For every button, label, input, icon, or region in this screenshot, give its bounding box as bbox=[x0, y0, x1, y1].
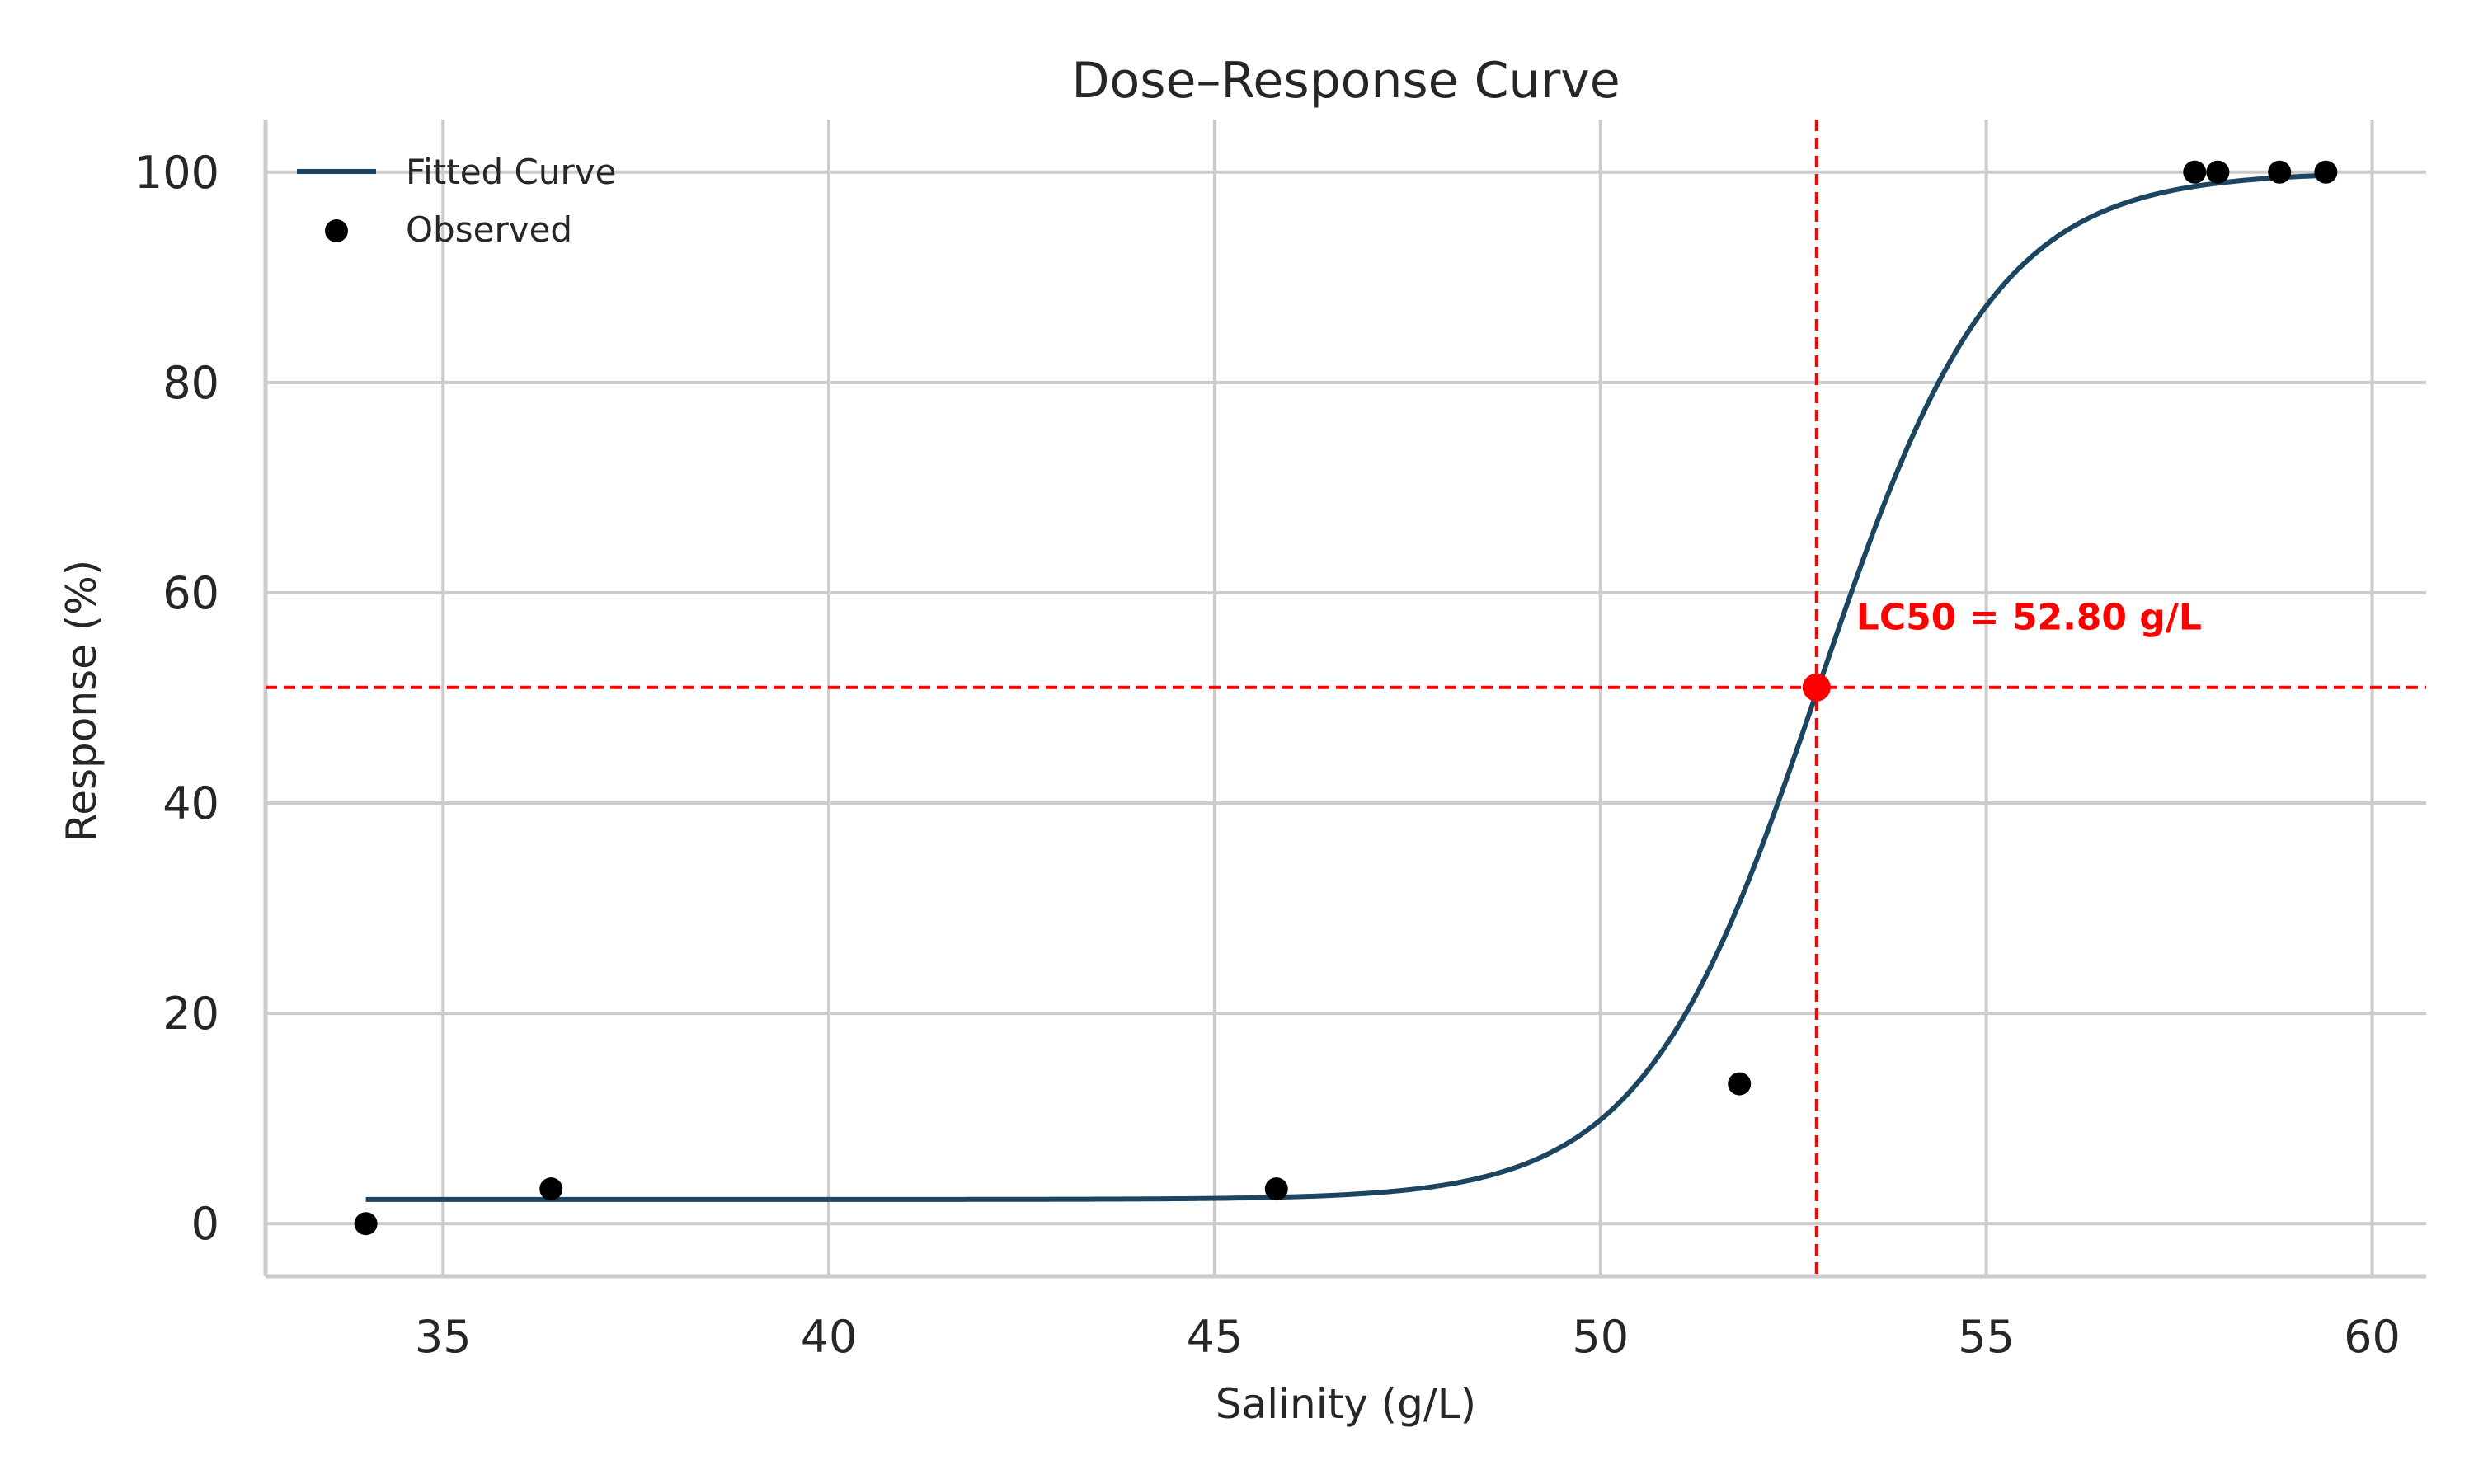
observed-points-layer bbox=[354, 160, 2338, 1236]
y-tick-label: 80 bbox=[162, 357, 219, 409]
fitted-curve-layer bbox=[365, 172, 2326, 1202]
y-tick-label: 0 bbox=[191, 1198, 219, 1250]
observed-point bbox=[2314, 160, 2338, 184]
tick-labels: 35 40 45 50 55 60 0 20 40 60 80 100 bbox=[134, 147, 2401, 1363]
lc50-reference-lines bbox=[266, 120, 2426, 1276]
x-tick-label: 45 bbox=[1187, 1311, 1244, 1363]
chart-title: Dose–Response Curve bbox=[1071, 52, 1620, 110]
y-tick-label: 60 bbox=[162, 567, 219, 619]
observed-point bbox=[1728, 1072, 1752, 1096]
observed-point bbox=[2268, 160, 2292, 184]
legend-observed-swatch bbox=[325, 219, 348, 242]
y-tick-label: 100 bbox=[134, 147, 219, 199]
x-tick-label: 50 bbox=[1572, 1311, 1629, 1363]
observed-point bbox=[354, 1212, 378, 1236]
lc50-annotation: LC50 = 52.80 g/L bbox=[1856, 597, 2202, 639]
y-tick-label: 40 bbox=[162, 777, 219, 829]
observed-point bbox=[2183, 160, 2207, 184]
x-tick-label: 40 bbox=[801, 1311, 858, 1363]
legend: Fitted Curve Observed bbox=[297, 152, 616, 250]
x-axis-label: Salinity (g/L) bbox=[1216, 1380, 1476, 1428]
observed-point bbox=[2206, 160, 2230, 184]
observed-point bbox=[1264, 1177, 1288, 1201]
y-tick-label: 20 bbox=[162, 988, 219, 1040]
x-tick-label: 35 bbox=[415, 1311, 472, 1363]
legend-fitted-curve-label: Fitted Curve bbox=[406, 152, 616, 192]
legend-observed-label: Observed bbox=[406, 209, 572, 250]
lc50-marker bbox=[1802, 673, 1831, 702]
x-tick-label: 60 bbox=[2344, 1311, 2401, 1363]
observed-point bbox=[539, 1177, 563, 1201]
y-axis-label: Response (%) bbox=[58, 560, 106, 843]
fitted-curve-line bbox=[365, 172, 2326, 1202]
grid bbox=[266, 120, 2426, 1276]
axes-spines bbox=[263, 120, 2426, 1279]
x-tick-label: 55 bbox=[1958, 1311, 2015, 1363]
